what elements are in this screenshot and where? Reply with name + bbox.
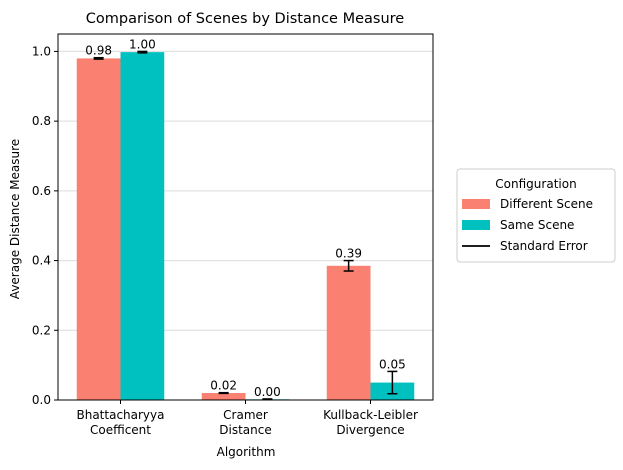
data-label: 1.00 <box>129 37 156 51</box>
data-label: 0.39 <box>335 247 362 261</box>
bar <box>120 52 165 401</box>
x-tick-label: Bhattacharyya <box>76 408 164 422</box>
x-axis-label: Algorithm <box>217 445 276 459</box>
legend-swatch <box>462 199 490 209</box>
bars <box>76 52 415 401</box>
x-tick-label: Divergence <box>336 423 404 437</box>
x-tick-label: Coefficent <box>90 423 151 437</box>
data-label: 0.98 <box>85 44 112 58</box>
legend-label: Standard Error <box>500 239 588 253</box>
x-tick-label: Distance <box>219 423 271 437</box>
legend-swatch <box>462 220 490 230</box>
x-tick-label: Kullback-Leibler <box>323 408 418 422</box>
legend-box <box>456 168 616 263</box>
x-tick-label: Cramer <box>223 408 268 422</box>
y-tick-label: 0.2 <box>32 323 51 337</box>
bar <box>201 393 246 400</box>
y-tick-label: 0.4 <box>32 254 51 268</box>
data-labels: 0.98 0.02 0.39 1.00 0.00 0.05 <box>85 37 405 399</box>
y-tick-label: 0.0 <box>32 393 51 407</box>
data-label: 0.05 <box>379 357 406 371</box>
y-tick-label: 0.6 <box>32 184 51 198</box>
data-label: 0.02 <box>210 379 237 393</box>
bar <box>76 58 121 401</box>
y-axis-label: Average Distance Measure <box>8 139 22 299</box>
bar <box>326 265 371 400</box>
legend-title: Configuration <box>495 177 576 191</box>
legend: Configuration Different Scene Same Scene St… <box>456 168 616 263</box>
data-label: 0.00 <box>254 385 281 399</box>
legend-label: Different Scene <box>500 197 593 211</box>
legend-label: Same Scene <box>500 218 574 232</box>
y-axis: 0.0 0.2 0.4 0.6 0.8 1.0 <box>32 44 58 407</box>
chart-title: Comparison of Scenes by Distance Measure <box>86 11 404 27</box>
y-tick-label: 1.0 <box>32 44 51 58</box>
y-tick-label: 0.8 <box>32 114 51 128</box>
